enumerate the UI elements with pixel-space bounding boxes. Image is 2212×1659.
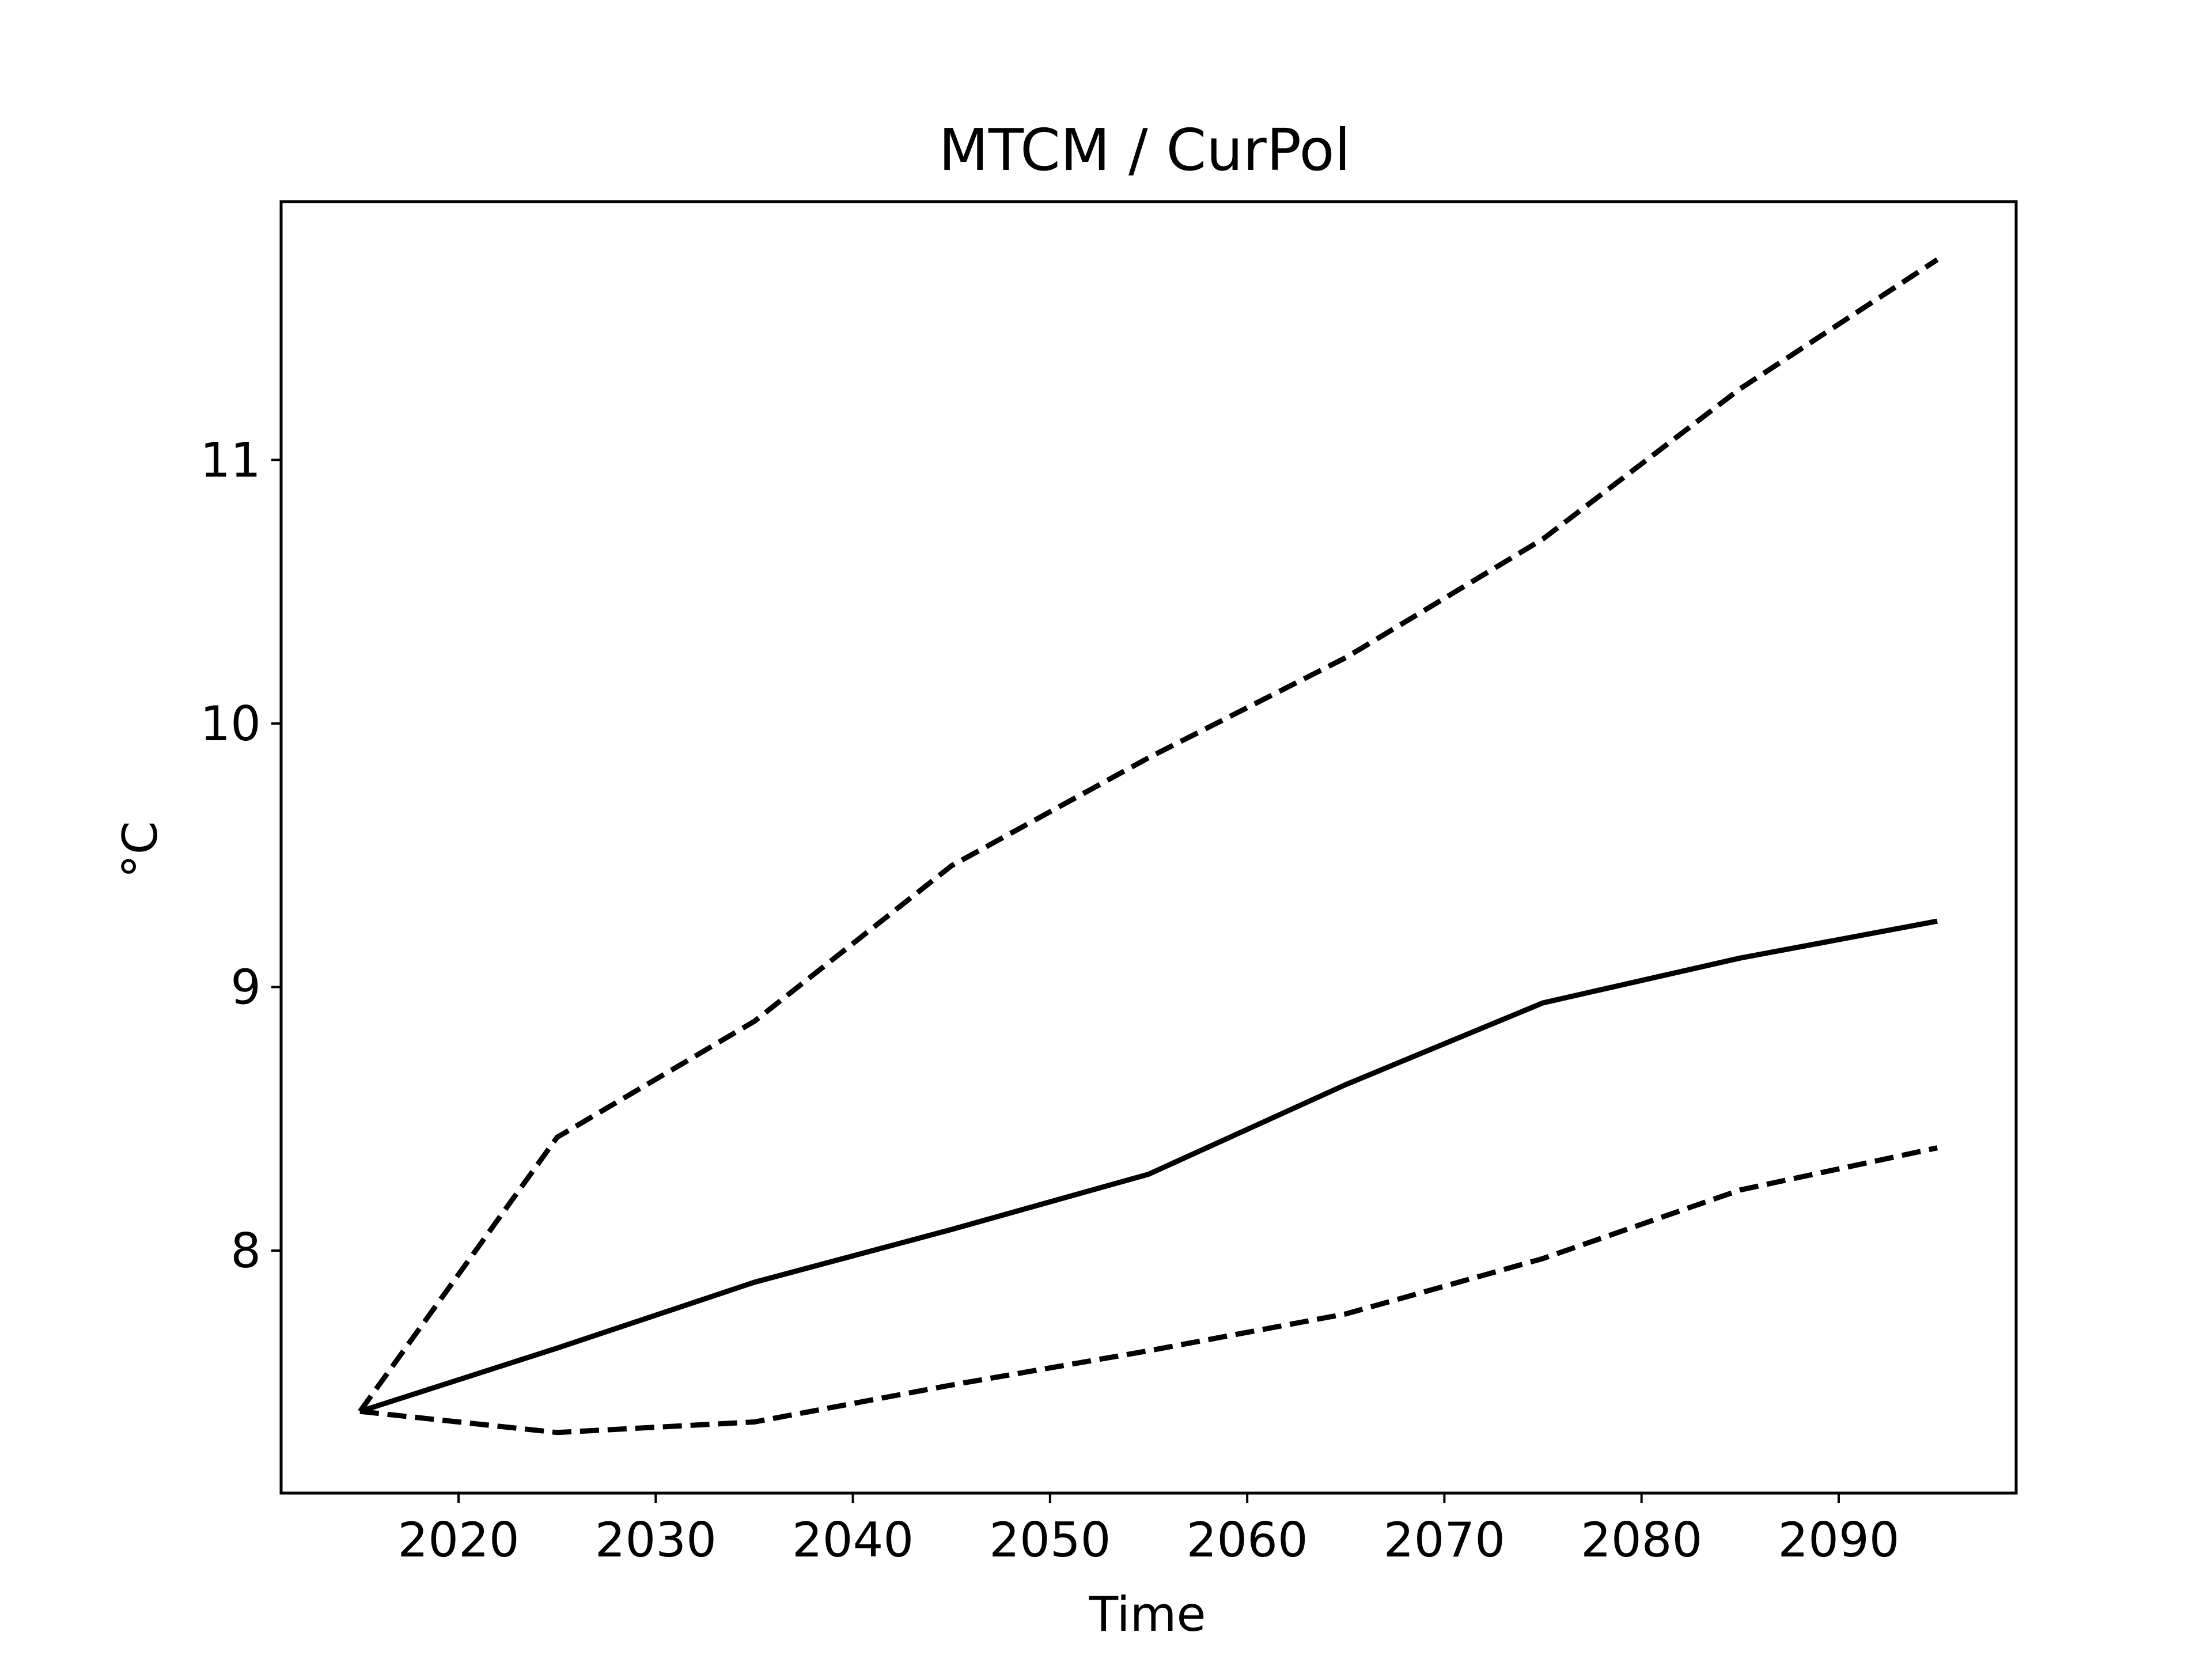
x-tick-label: 2050 [989,1512,1111,1568]
y-tick-label: 10 [200,696,261,752]
y-axis-label: °C [112,821,168,878]
series-line-1 [359,918,1938,1414]
x-tick-label: 2030 [595,1512,717,1568]
series-line-2 [359,1145,1938,1435]
series-layer [358,257,1939,1435]
x-tick-label: 2090 [1778,1512,1899,1568]
x-tick-label: 2060 [1187,1512,1308,1568]
y-tick-label: 8 [230,1223,261,1279]
x-tick-label: 2020 [397,1512,519,1568]
plot-frame [279,200,2018,1495]
y-tick-label: 11 [200,432,261,488]
axes-layer: 2020 2030 2040 2050 2060 2070 2080 2090 8 9 10 11 [200,432,1899,1568]
x-axis-label: Time [1088,1586,1206,1642]
x-tick-label: 2040 [792,1512,914,1568]
y-tick-label: 9 [230,960,261,1016]
chart-title: MTCM / CurPol [939,116,1351,184]
x-tick-label: 2080 [1581,1512,1702,1568]
x-tick-label: 2070 [1384,1512,1505,1568]
